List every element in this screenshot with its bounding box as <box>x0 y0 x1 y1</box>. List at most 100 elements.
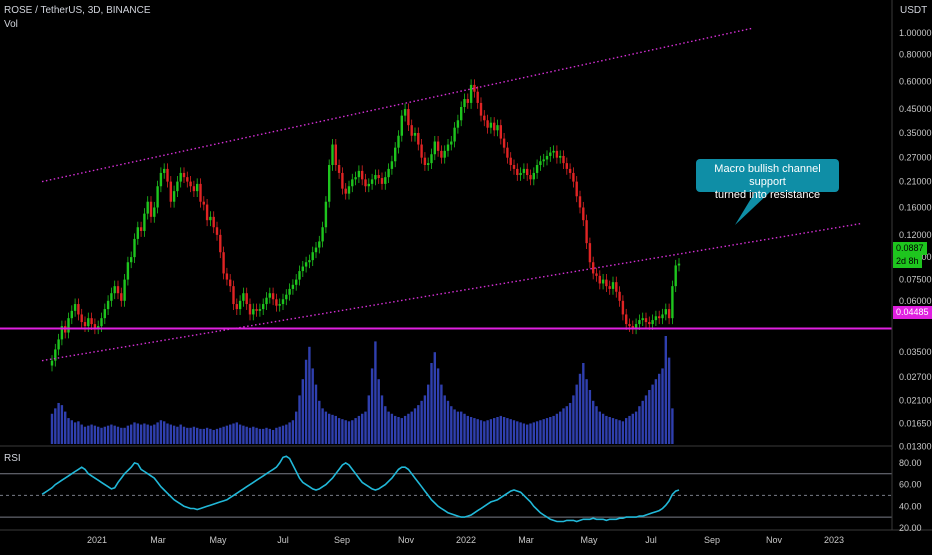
candle-body <box>354 177 357 180</box>
candle-body <box>281 299 285 305</box>
candle-body <box>377 175 380 179</box>
candle-body <box>654 316 658 321</box>
candle-body <box>420 144 423 158</box>
candle-body <box>512 165 516 169</box>
volume-bar <box>337 418 341 444</box>
volume-bar <box>476 419 479 444</box>
volume-bar <box>463 413 466 444</box>
candle-body <box>238 300 242 310</box>
volume-bar <box>351 420 354 444</box>
volume-bar <box>608 417 611 444</box>
candle-body <box>146 201 149 214</box>
candle-body <box>182 172 186 178</box>
candle-body <box>502 138 506 148</box>
candle-body <box>667 309 671 319</box>
price-tick-label: 1.00000 <box>899 28 932 38</box>
volume-bar <box>605 415 608 444</box>
candle-body <box>219 234 222 253</box>
volume-bar <box>625 418 628 444</box>
candle-body <box>57 339 60 350</box>
candle-body <box>311 252 314 261</box>
volume-bar <box>489 419 493 444</box>
volume-bar <box>466 415 469 444</box>
time-axis-label: Jul <box>645 535 657 545</box>
candle-body <box>123 279 126 301</box>
candle-body <box>526 168 529 176</box>
candle-body <box>489 122 493 128</box>
volume-bar <box>361 413 364 444</box>
volume-bar <box>219 427 222 444</box>
time-axis-label: 2022 <box>456 535 476 545</box>
price-tick-label: 0.07500 <box>899 275 932 285</box>
volume-series <box>50 336 674 444</box>
price-tick-label: 0.01650 <box>899 419 932 429</box>
volume-bar <box>651 384 654 444</box>
candle-body <box>176 181 179 192</box>
candle-body <box>318 241 321 248</box>
volume-bar <box>427 384 430 444</box>
volume-bar <box>407 413 410 444</box>
candle-body <box>285 294 288 300</box>
volume-bar <box>265 427 268 444</box>
volume-bar <box>496 417 499 444</box>
annotation-line-2: turned into resistance <box>714 189 821 201</box>
candle-body <box>87 318 90 327</box>
candle-body <box>621 300 625 315</box>
volume-bar <box>377 379 380 444</box>
volume-bar <box>479 420 483 444</box>
volume-bar <box>423 395 427 444</box>
volume-bar <box>97 426 100 444</box>
channel-line-upper <box>41 27 752 183</box>
candle-body <box>417 132 420 145</box>
candle-body <box>440 150 443 158</box>
candle-body <box>209 216 212 221</box>
annotation-callout[interactable]: Macro bullish channel support turned int… <box>696 159 839 201</box>
time-axis-label: Sep <box>704 535 720 545</box>
volume-bar <box>568 402 572 444</box>
candle-body <box>301 266 304 272</box>
volume-bar <box>522 423 526 444</box>
volume-bar <box>182 426 186 444</box>
volume-bar <box>166 423 169 444</box>
volume-bar <box>347 421 351 444</box>
candle-body <box>374 175 377 180</box>
candle-body <box>519 172 522 176</box>
candle-body <box>153 207 156 217</box>
candle-body <box>225 273 229 280</box>
candle-body <box>562 155 565 164</box>
volume-bar <box>354 418 357 444</box>
candle-body <box>222 252 225 274</box>
volume-bar <box>658 373 661 444</box>
time-axis-label: 2023 <box>824 535 844 545</box>
volume-bar <box>453 409 456 444</box>
candle-body <box>351 179 354 187</box>
candle-body <box>427 163 430 166</box>
candle-body <box>331 144 334 166</box>
annotation-line-1: Macro bullish channel support <box>714 163 821 188</box>
candle-body <box>559 155 562 158</box>
volume-bar <box>176 426 179 444</box>
price-tick-label: 0.16000 <box>899 202 932 212</box>
price-tick-label: 0.01300 <box>899 441 932 451</box>
volume-bar <box>420 400 423 444</box>
rsi-pane <box>0 455 892 523</box>
candle-body <box>291 284 295 289</box>
time-axis-label: 2021 <box>87 535 107 545</box>
candle-body <box>578 196 582 208</box>
volume-bar <box>136 423 139 444</box>
volume-bar <box>631 413 634 444</box>
candle-body <box>156 186 159 208</box>
candle-body <box>93 324 97 329</box>
volume-bar <box>318 400 321 444</box>
volume-bar <box>578 373 582 444</box>
volume-bar <box>103 426 106 444</box>
candle-body <box>70 310 73 319</box>
candle-body <box>50 360 54 366</box>
volume-bar <box>562 408 565 444</box>
candle-body <box>658 316 661 319</box>
volume-bar <box>321 408 324 444</box>
volume-bar <box>189 427 192 444</box>
candle-body <box>202 201 205 205</box>
